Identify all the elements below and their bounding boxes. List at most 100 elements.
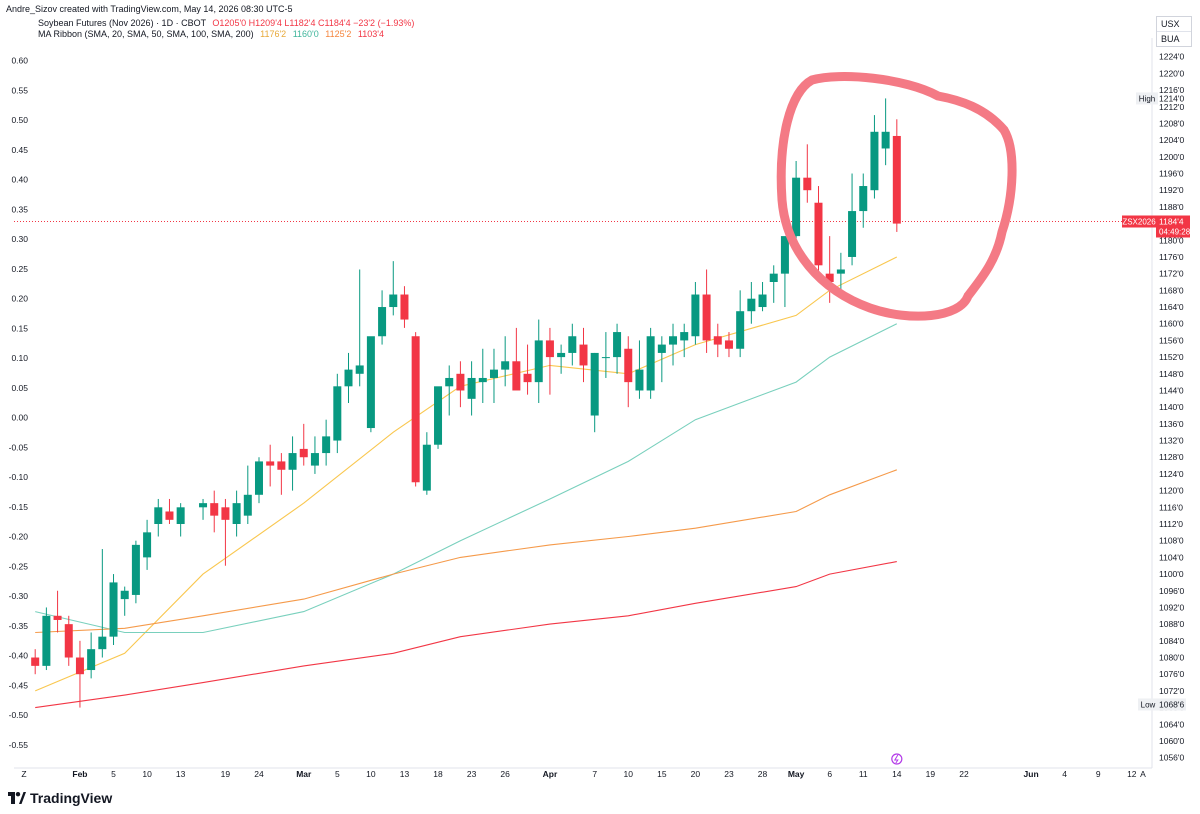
price-tick-label: 1132'0 — [1159, 436, 1184, 446]
price-tick-label: 1084'0 — [1159, 636, 1185, 646]
time-tick-label: 15 — [657, 769, 667, 779]
time-tick-label: 19 — [221, 769, 231, 779]
candle-body — [165, 511, 174, 520]
chart-legend: Soybean Futures (Nov 2026) · 1D · CBOT O… — [38, 18, 414, 40]
candle-body — [803, 177, 812, 191]
candle-body — [400, 294, 409, 320]
time-tick-label: 12 — [1127, 769, 1137, 779]
candle-body — [892, 135, 901, 224]
time-tick-label: 4 — [1062, 769, 1067, 779]
currency-label[interactable]: USX — [1157, 17, 1191, 32]
time-tick-label: 11 — [859, 769, 868, 779]
candle-body — [724, 340, 733, 349]
time-tick-label: 13 — [400, 769, 410, 779]
candle-body — [378, 307, 387, 337]
last-price-bg — [1156, 215, 1190, 238]
left-tick-label: 0.10 — [11, 353, 28, 363]
countdown-timer: 04:49:28 — [1159, 228, 1191, 237]
candle-body — [769, 273, 778, 282]
left-tick-label: 0.45 — [11, 145, 28, 155]
price-tick-label: 1060'0 — [1159, 736, 1185, 746]
legend-title: Soybean Futures (Nov 2026) · 1D · CBOT — [38, 18, 206, 28]
time-tick-label: 10 — [624, 769, 634, 779]
price-tick-label: 1088'0 — [1159, 619, 1185, 629]
left-tick-label: 0.20 — [11, 294, 28, 304]
candle-body — [635, 369, 644, 391]
currency-unit-box[interactable]: USX BUA — [1156, 16, 1192, 47]
candle-body — [389, 294, 398, 308]
left-tick-label: -0.05 — [9, 442, 29, 452]
time-tick-label: 20 — [691, 769, 701, 779]
left-tick-label: -0.20 — [9, 532, 29, 542]
candle-body — [467, 377, 476, 399]
candle-body — [501, 361, 510, 370]
legend-ribbon-label: MA Ribbon (SMA, 20, SMA, 50, SMA, 100, S… — [38, 29, 254, 39]
time-tick-label: Jun — [1024, 769, 1039, 779]
time-tick-label: 9 — [1096, 769, 1101, 779]
price-tick-label: 1108'0 — [1159, 536, 1184, 546]
candle-body — [310, 453, 319, 466]
price-tick-label: 1104'0 — [1159, 552, 1184, 562]
low-value: 1068'6 — [1159, 699, 1185, 709]
time-tick-label: 18 — [433, 769, 443, 779]
candle-body — [702, 294, 711, 341]
candle-body — [210, 503, 219, 516]
candle-body — [243, 494, 252, 516]
candle-body — [579, 344, 588, 366]
left-tick-label: -0.30 — [9, 591, 29, 601]
legend-sma20-value: 1176'2 — [260, 29, 287, 39]
candle-body — [680, 332, 689, 341]
left-tick-label: -0.45 — [9, 680, 29, 690]
left-tick-label: 0.50 — [11, 115, 28, 125]
candle-body — [545, 340, 554, 358]
candle-body — [98, 636, 107, 650]
price-tick-label: 1216'0 — [1159, 85, 1185, 95]
candle-body — [411, 336, 420, 483]
candle-body — [613, 332, 622, 358]
left-tick-label: -0.50 — [9, 710, 29, 720]
time-tick-label: 23 — [724, 769, 734, 779]
candle-body — [445, 377, 454, 387]
time-tick-label: 23 — [467, 769, 477, 779]
price-tick-label: 1160'0 — [1159, 319, 1184, 329]
candle-body — [266, 461, 275, 466]
candle-body — [657, 344, 666, 353]
time-tick-label: 28 — [758, 769, 768, 779]
candle-body — [232, 503, 241, 524]
left-tick-label: 0.60 — [11, 56, 28, 66]
candle-body — [42, 615, 51, 666]
price-tick-label: 1156'0 — [1159, 335, 1184, 345]
candle-body — [557, 352, 566, 358]
candle-body — [143, 532, 152, 558]
price-tick-label: 1064'0 — [1159, 719, 1185, 729]
candle-body — [825, 273, 834, 282]
left-tick-label: 0.30 — [11, 234, 28, 244]
candle-body — [254, 461, 263, 495]
candle-body — [489, 369, 498, 378]
candle-body — [322, 436, 331, 454]
price-tick-label: 1224'0 — [1159, 52, 1185, 62]
time-tick-label: 10 — [142, 769, 152, 779]
candle-body — [221, 507, 230, 520]
candle-body — [120, 590, 129, 600]
ma-line-sma20 — [34, 256, 898, 692]
ma-line-sma50 — [35, 323, 898, 634]
unit-label[interactable]: BUA — [1161, 34, 1180, 44]
candle-body — [456, 373, 465, 391]
price-tick-label: 1072'0 — [1159, 686, 1185, 696]
candle-body — [523, 373, 532, 383]
candle-body — [691, 294, 700, 337]
time-tick-label: Mar — [296, 769, 312, 779]
candle-body — [355, 365, 364, 374]
candle-body — [75, 657, 84, 675]
chart-credit: Andre_Sizov created with TradingView.com… — [6, 4, 293, 14]
candle-body — [870, 131, 879, 191]
candle-body — [366, 336, 375, 429]
tradingview-logo[interactable]: TradingView — [8, 790, 112, 806]
price-tick-label: 1144'0 — [1159, 385, 1184, 395]
high-value: 1214'0 — [1159, 93, 1185, 103]
candle-body — [422, 444, 431, 491]
price-tick-label: 1196'0 — [1159, 169, 1184, 179]
candle-body — [568, 336, 577, 353]
